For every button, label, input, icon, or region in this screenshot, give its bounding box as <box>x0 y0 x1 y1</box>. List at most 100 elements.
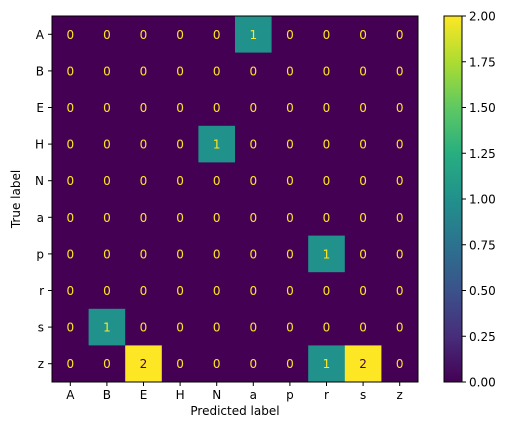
cell-value-label: 0 <box>249 284 257 298</box>
heatmap-cell <box>88 16 126 53</box>
heatmap-cell <box>125 16 163 53</box>
colorbar-tick-label: 0.00 <box>469 376 496 390</box>
cell-value-label: 0 <box>213 357 221 371</box>
cell-value-label: 0 <box>140 28 148 42</box>
heatmap-cell <box>52 235 89 273</box>
x-axis-label: Predicted label <box>190 404 279 418</box>
x-tick-label: H <box>176 388 185 402</box>
cell-value-label: 0 <box>359 211 367 225</box>
colorbar-tick-label: 1.75 <box>469 55 496 69</box>
heatmap-cell <box>198 345 236 383</box>
cell-value-label: 0 <box>286 357 294 371</box>
heatmap-cell <box>344 125 382 163</box>
cell-value-label: 0 <box>213 101 221 115</box>
heatmap-cell <box>161 199 199 236</box>
heatmap-cell <box>161 52 199 90</box>
cell-value-label: 0 <box>286 138 294 152</box>
heatmap-cell <box>198 199 236 236</box>
matrix-frame <box>51 15 419 383</box>
cell-value-label: 0 <box>66 64 74 78</box>
cell-value-label: 0 <box>103 357 111 371</box>
cell-value-label: 0 <box>213 64 221 78</box>
heatmap-cell <box>235 235 272 273</box>
x-tick-label: a <box>250 388 257 402</box>
heatmap-cell <box>88 235 126 273</box>
y-tick-label: A <box>36 28 45 42</box>
heatmap-cell <box>88 272 126 310</box>
y-tick-label: a <box>37 211 44 225</box>
cell-value-label: 0 <box>66 28 74 42</box>
colorbar-ticks: 0.00 0.25 0.50 0.75 1.00 1.25 1.50 1.75 2.00 <box>462 10 496 390</box>
cell-value-label: 1 <box>249 28 257 42</box>
heatmap-cell <box>344 308 382 346</box>
heatmap-cell <box>52 16 89 53</box>
heatmap-cell <box>381 89 419 127</box>
cell-value-label: 1 <box>323 247 331 261</box>
heatmap-cell <box>381 162 419 200</box>
colorbar-tick-label: 0.75 <box>469 238 496 252</box>
heatmap-cell <box>381 52 419 90</box>
cell-value-label: 0 <box>286 211 294 225</box>
cell-value-label: 0 <box>286 64 294 78</box>
cell-value-label: 0 <box>176 247 184 261</box>
cell-value-label: 0 <box>396 247 404 261</box>
cell-value-label: 0 <box>176 28 184 42</box>
heatmap-cell <box>271 162 309 200</box>
heatmap-cell <box>308 52 346 90</box>
y-tick-label: z <box>38 357 44 371</box>
cell-value-label: 0 <box>249 64 257 78</box>
heatmap-cell <box>308 199 346 236</box>
heatmap-cell <box>52 89 89 127</box>
heatmap-cell <box>198 272 236 310</box>
cell-value-label: 1 <box>323 357 331 371</box>
cell-value-label: 0 <box>140 64 148 78</box>
colorbar-tick-label: 1.50 <box>469 101 496 115</box>
heatmap-cell <box>344 16 382 53</box>
cell-value-label: 0 <box>396 28 404 42</box>
heatmap-cell <box>88 308 126 346</box>
cell-value-label: 0 <box>213 174 221 188</box>
heatmap-cell <box>344 345 382 383</box>
cell-value-label: 0 <box>286 101 294 115</box>
cell-value-label: 0 <box>359 64 367 78</box>
cell-value-label: 0 <box>323 174 331 188</box>
heatmap-cell <box>381 199 419 236</box>
cell-value-label: 0 <box>396 138 404 152</box>
cell-value-label: 0 <box>103 101 111 115</box>
cell-value-label: 0 <box>359 247 367 261</box>
heatmap-cell <box>344 52 382 90</box>
cell-value-label: 0 <box>249 321 257 335</box>
cell-value-label: 0 <box>103 284 111 298</box>
heatmap-cell <box>198 235 236 273</box>
cell-value-label: 0 <box>140 284 148 298</box>
cell-value-label: 0 <box>176 357 184 371</box>
cell-value-label: 0 <box>249 357 257 371</box>
heatmap-cell <box>308 89 346 127</box>
heatmap-cell <box>125 125 163 163</box>
heatmap-cell <box>161 16 199 53</box>
cell-value-label: 0 <box>396 64 404 78</box>
cell-value-label: 1 <box>103 321 111 335</box>
cell-value-label: 0 <box>140 138 148 152</box>
x-tick-label: E <box>140 388 148 402</box>
cell-value-label: 0 <box>286 28 294 42</box>
heatmap-cell <box>88 89 126 127</box>
y-tick-label: p <box>36 247 44 261</box>
heatmap-cell <box>198 125 236 163</box>
y-tick-label: s <box>38 321 44 335</box>
x-tick-label: p <box>286 388 294 402</box>
colorbar-tick-label: 1.00 <box>469 193 496 207</box>
heatmap-cell <box>381 345 419 383</box>
heatmap-cell <box>271 272 309 310</box>
cell-value-label: 0 <box>213 284 221 298</box>
heatmap-cell <box>271 199 309 236</box>
heatmap-cell <box>125 345 163 383</box>
y-tick-label: B <box>36 64 44 78</box>
heatmap-cell <box>271 235 309 273</box>
heatmap-cell <box>88 52 126 90</box>
heatmap-cell <box>271 125 309 163</box>
heatmap-cell <box>271 345 309 383</box>
cell-value-label: 0 <box>396 321 404 335</box>
cell-value-label: 0 <box>286 284 294 298</box>
